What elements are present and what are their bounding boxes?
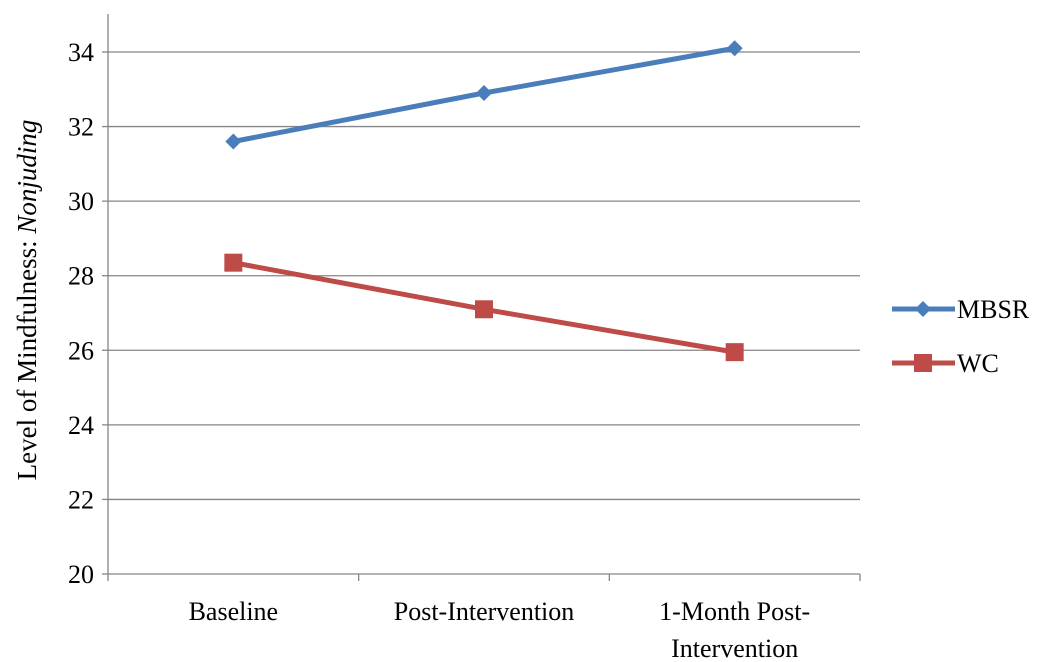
y-tick-label: 28 — [68, 262, 94, 291]
y-axis-title: Level of Mindfulness: Nonjuding — [12, 120, 42, 481]
x-tick-label-line: 1-Month Post- — [659, 597, 810, 626]
x-tick-label-line: Intervention — [671, 634, 798, 662]
series-wc — [224, 253, 744, 362]
series-mbsr — [225, 40, 743, 150]
y-axis-title-main: Level of Mindfulness: — [12, 234, 42, 481]
y-tick-label: 26 — [68, 336, 94, 365]
data-point — [726, 40, 743, 57]
data-point — [475, 300, 493, 319]
legend-marker — [915, 301, 931, 317]
y-tick-label: 20 — [68, 560, 94, 589]
x-tick-label: Post-Intervention — [394, 597, 575, 626]
legend: MBSR WC — [892, 295, 1030, 378]
legend-item-mbsr: MBSR — [892, 295, 1030, 324]
legend-label: MBSR — [957, 295, 1030, 324]
data-point — [725, 343, 744, 362]
y-tick-label: 22 — [68, 485, 94, 514]
x-axis-ticks: Baseline Post-Intervention 1-Month Post- In… — [189, 597, 811, 662]
y-axis-title-italic: Nonjuding — [12, 120, 42, 235]
series-group — [224, 40, 744, 362]
data-point — [225, 133, 242, 150]
legend-label: WC — [957, 349, 999, 378]
y-tick-label: 34 — [68, 38, 94, 67]
data-point — [224, 253, 243, 272]
legend-marker — [914, 354, 932, 372]
x-tick-label-line: Post-Intervention — [394, 597, 575, 626]
x-tick-label-line: Baseline — [189, 597, 279, 626]
legend-item-wc: WC — [892, 349, 999, 378]
y-tick-label: 32 — [68, 113, 94, 142]
gridlines — [108, 51, 860, 501]
y-axis-ticks: 20 22 24 26 28 30 32 34 — [68, 38, 108, 589]
x-tick-label: 1-Month Post- Intervention — [659, 597, 810, 662]
y-tick-label: 24 — [68, 411, 94, 440]
axes — [107, 14, 861, 581]
x-tick-label: Baseline — [189, 597, 279, 626]
data-point — [476, 85, 492, 102]
y-tick-label: 30 — [68, 187, 94, 216]
